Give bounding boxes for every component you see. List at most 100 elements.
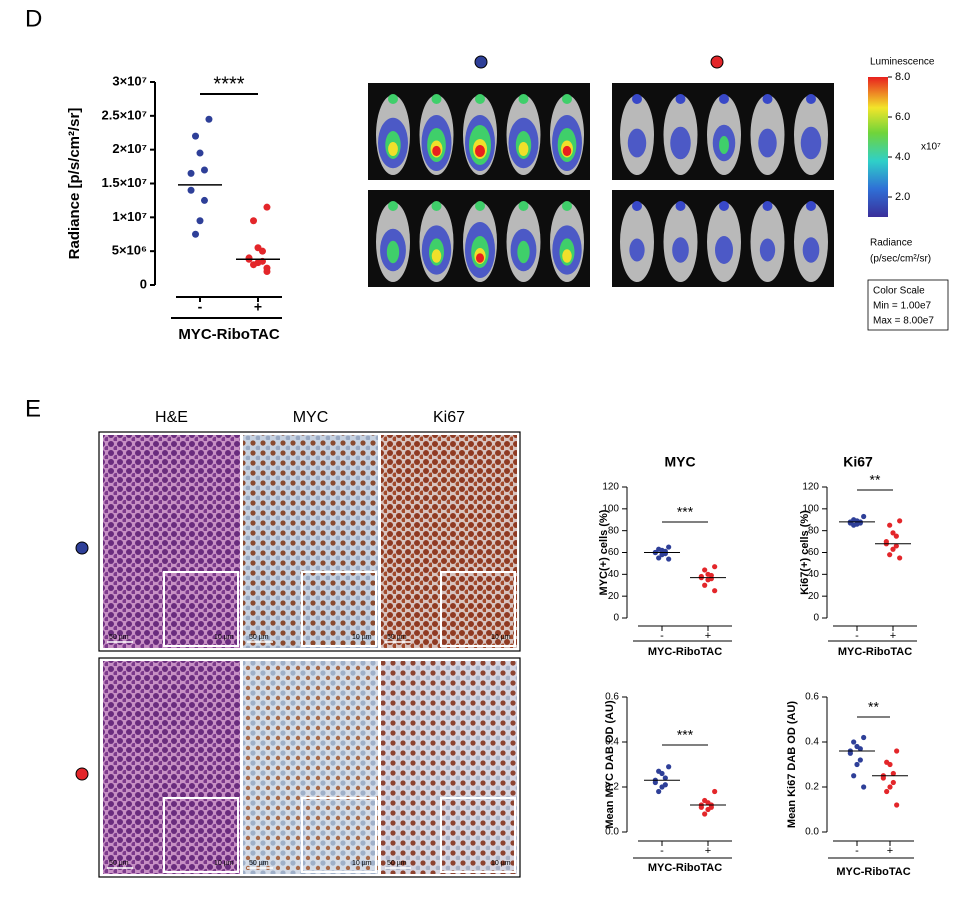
data-point: [890, 530, 896, 536]
signal: [806, 201, 816, 211]
y-tick-label: 40: [808, 569, 820, 580]
x-tick-label: +: [705, 630, 711, 642]
signal: [475, 201, 485, 211]
signal: [388, 142, 398, 156]
signal: [719, 201, 729, 211]
y-tick-label: 120: [602, 482, 619, 493]
scale-label: 10 µm: [352, 634, 372, 641]
y-tick-label: 0: [813, 613, 819, 624]
y-tick-label: 0.0: [605, 827, 619, 838]
y-tick-label: 20: [808, 591, 820, 602]
data-point: [861, 784, 867, 790]
data-point: [851, 522, 857, 528]
y-axis-label: MYC(+) cells (%): [598, 509, 610, 595]
signal: [800, 126, 822, 160]
data-point: [887, 761, 893, 768]
data-point: [851, 773, 857, 779]
signal: [715, 236, 733, 264]
data-point: [205, 115, 213, 123]
data-point: [851, 739, 857, 745]
histology-inset: [440, 797, 516, 873]
signal: [632, 94, 642, 104]
y-tick-label: 0.6: [805, 692, 819, 703]
data-point: [258, 247, 266, 255]
significance: ****: [213, 73, 244, 95]
signal: [675, 94, 686, 104]
signal: [518, 142, 529, 156]
chart-title: Ki67: [843, 454, 873, 470]
data-point: [857, 757, 863, 763]
signal: [475, 94, 485, 104]
y-tick-label: 40: [608, 569, 620, 580]
scale-label: 50 µm: [387, 634, 407, 641]
data-point: [187, 169, 195, 177]
data-point: [894, 802, 900, 808]
signal: [762, 201, 773, 211]
scale-box-text: Min = 1.00e7: [873, 301, 932, 312]
y-tick-label: 60: [808, 547, 820, 558]
column-header: H&E: [155, 409, 188, 426]
data-point: [894, 748, 900, 754]
data-point: [705, 577, 711, 583]
signal: [562, 249, 572, 263]
data-point: [887, 522, 893, 528]
signal: [386, 240, 400, 264]
data-point: [263, 203, 271, 211]
signal: [719, 136, 729, 154]
signal: [627, 128, 647, 158]
colorbar: [868, 77, 888, 217]
histology: H&E MYC Ki67 50 µm 10 µm 50 µm 10 µm 50 µm 10 µm…: [75, 409, 521, 878]
histology-inset: [163, 571, 239, 647]
signal: [806, 94, 816, 104]
colorbar-units: Radiance: [870, 238, 913, 249]
data-point: [890, 779, 896, 786]
group-marker: [75, 767, 89, 781]
y-tick-label: 0.2: [605, 782, 619, 793]
data-point: [712, 788, 718, 795]
group-marker: [710, 55, 724, 69]
colorbar-tick-label: 4.0: [895, 151, 910, 163]
y-tick-label: 100: [802, 503, 819, 514]
data-point: [861, 513, 867, 520]
data-point: [854, 761, 860, 768]
data-point: [263, 267, 271, 275]
scale-box: [867, 279, 949, 331]
x-tick-label: +: [890, 630, 896, 642]
signal: [476, 253, 484, 263]
x-tick-label: -: [855, 630, 859, 642]
signal: [672, 237, 689, 263]
y-axis-label: Mean MYC DAB OD (AU): [604, 700, 616, 829]
data-point: [666, 764, 672, 770]
data-point: [192, 132, 200, 140]
signal: [758, 128, 777, 158]
scale-label: 10 µm: [214, 634, 234, 641]
data-point: [656, 555, 662, 561]
colorbar-tick-label: 8.0: [895, 71, 910, 83]
y-tick-label: 0.6: [605, 692, 619, 703]
data-point: [698, 804, 704, 810]
data-point: [890, 546, 896, 552]
signal: [562, 94, 572, 104]
x-tick-label: -: [660, 845, 664, 857]
signal: [518, 201, 529, 211]
signal: [517, 240, 530, 264]
y-tick-label: 2×10⁷: [112, 141, 147, 156]
data-point: [847, 750, 853, 756]
panel-label: D: [25, 5, 42, 32]
histology-inset: [301, 571, 377, 647]
scale-label: 50 µm: [249, 634, 269, 641]
data-point: [250, 217, 258, 225]
scale-label: 10 µm: [352, 860, 372, 867]
group-marker: [474, 55, 488, 69]
signal: [388, 201, 398, 211]
group-marker: [75, 541, 89, 555]
x-tick-label: +: [887, 845, 893, 857]
signal: [762, 94, 773, 104]
data-point: [659, 784, 665, 790]
scale-label: 50 µm: [109, 860, 129, 867]
y-tick-label: 120: [802, 482, 819, 493]
data-point: [666, 544, 672, 550]
y-tick-label: 0.4: [805, 737, 819, 748]
signal: [562, 145, 572, 157]
